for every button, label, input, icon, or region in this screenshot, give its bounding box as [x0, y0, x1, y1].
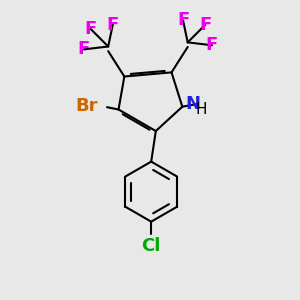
Text: Cl: Cl [142, 237, 161, 255]
Text: F: F [107, 16, 119, 34]
Text: N: N [186, 95, 201, 113]
Text: F: F [85, 20, 97, 38]
Text: F: F [199, 16, 211, 34]
Text: F: F [206, 36, 218, 54]
Text: F: F [177, 11, 189, 29]
Text: H: H [195, 101, 206, 116]
Text: F: F [78, 40, 90, 58]
Text: Br: Br [76, 97, 98, 115]
